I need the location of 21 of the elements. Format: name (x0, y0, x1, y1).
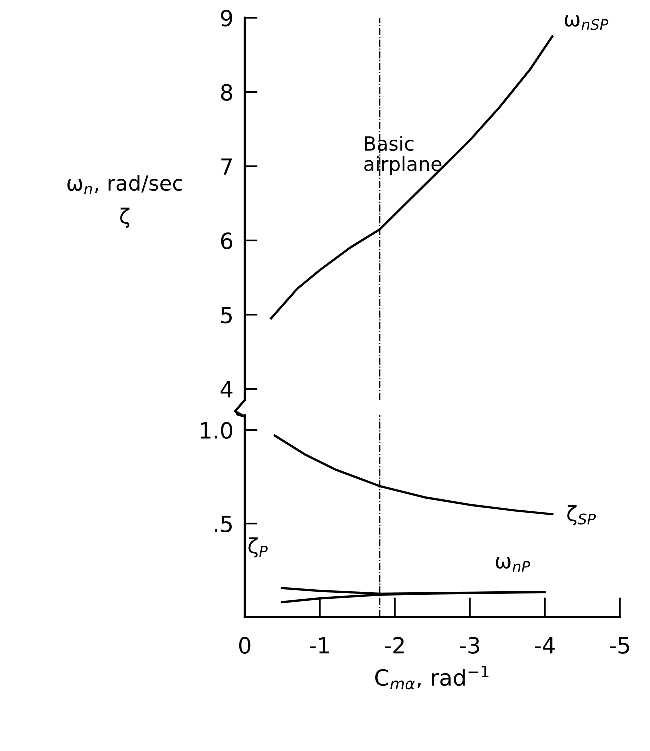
series-label: ζ$_{P}$ (248, 538, 268, 558)
y-tick-label: 7 (222, 158, 232, 175)
x-tick-label: 0 (239, 637, 251, 654)
series-label: ω$_{nSP}$ (565, 15, 609, 30)
x-tick-label: -5 (610, 637, 630, 654)
y-axis-title: ω$_{n}$, rad/sec ζ (68, 174, 182, 228)
y-tick-label: 5 (222, 307, 232, 324)
x-tick-label: -3 (460, 637, 480, 654)
series-label: ω$_{nP}$ (496, 557, 530, 572)
x-tick-label: -1 (310, 637, 330, 654)
y-tick-label: 8 (221, 84, 232, 102)
x-axis-title: C$_{mα}$, rad$^{−1}$ (375, 666, 489, 690)
y-tick-label: .5 (215, 516, 232, 533)
y-tick-label: 6 (221, 232, 233, 250)
x-tick-label: -2 (385, 637, 404, 654)
ref-line-label: Basic airplane (364, 136, 442, 176)
y-tick-label: 9 (221, 10, 232, 27)
x-tick-label: -4 (535, 637, 555, 654)
series-label: ζ$_{SP}$ (568, 505, 596, 526)
y-tick-label: 1.0 (201, 422, 232, 440)
y-tick-label: 4 (220, 381, 233, 398)
